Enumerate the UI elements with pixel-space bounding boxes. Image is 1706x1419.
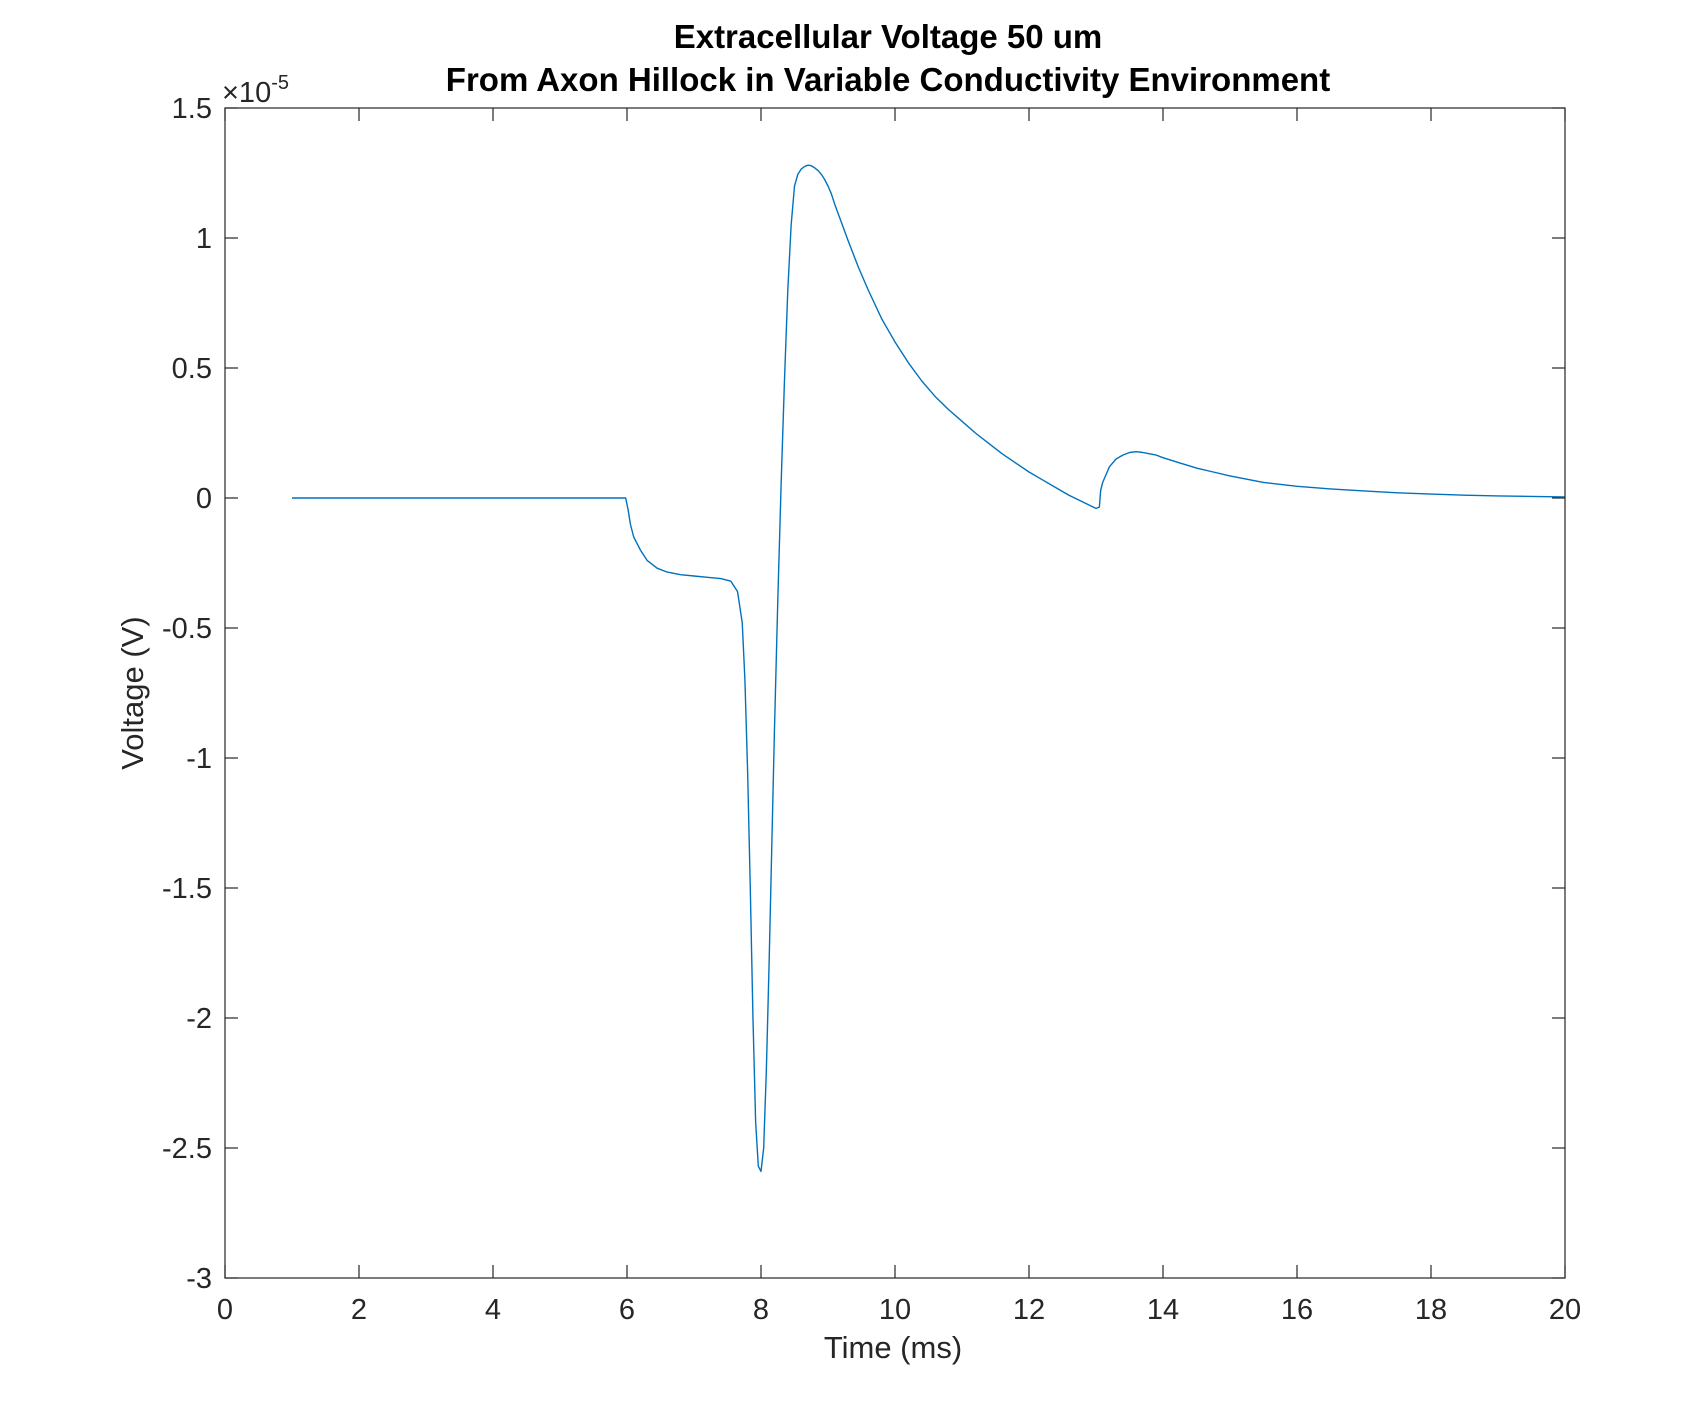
x-tick-label: 18 xyxy=(1415,1294,1447,1326)
y-tick-label: -1.5 xyxy=(162,873,212,905)
y-exponent-label: ×10-5 xyxy=(222,72,289,109)
y-tick-label: 1.5 xyxy=(172,93,212,125)
y-tick-label: -0.5 xyxy=(162,613,212,645)
plot-area xyxy=(225,108,1565,1278)
x-tick-label: 10 xyxy=(879,1294,911,1326)
y-tick-label: 0.5 xyxy=(172,353,212,385)
y-exponent-base: ×10 xyxy=(222,77,271,109)
x-tick-label: 20 xyxy=(1549,1294,1581,1326)
x-tick-label: 16 xyxy=(1281,1294,1313,1326)
y-tick-label: -2.5 xyxy=(162,1133,212,1165)
y-tick-label: 1 xyxy=(196,223,212,255)
y-tick-label: -3 xyxy=(186,1263,212,1295)
y-tick-label: -2 xyxy=(186,1003,212,1035)
x-tick-label: 2 xyxy=(351,1294,367,1326)
y-tick-label: -1 xyxy=(186,743,212,775)
axes-box xyxy=(224,107,1566,1279)
x-tick-label: 14 xyxy=(1147,1294,1179,1326)
y-axis-label: Voltage (V) xyxy=(115,616,150,769)
x-tick-label: 0 xyxy=(217,1294,233,1326)
chart-title-line1: Extracellular Voltage 50 um xyxy=(674,18,1103,55)
axes-area: 0 2 4 6 8 10 12 14 16 18 20 -3 -2.5 -2 -1.5 -1 -0.5 0 0.5 1… xyxy=(162,93,1581,1326)
series-line xyxy=(292,164,1566,1173)
y-exponent-power: -5 xyxy=(271,72,289,94)
y-tick-label: 0 xyxy=(196,483,212,515)
x-axis-label: Time (ms) xyxy=(824,1330,962,1365)
x-tick-label: 8 xyxy=(753,1294,769,1326)
x-tick-label: 12 xyxy=(1013,1294,1045,1326)
x-tick-label: 6 xyxy=(619,1294,635,1326)
chart-title-line2: From Axon Hillock in Variable Conductivi… xyxy=(446,61,1330,98)
x-tick-label: 4 xyxy=(485,1294,501,1326)
